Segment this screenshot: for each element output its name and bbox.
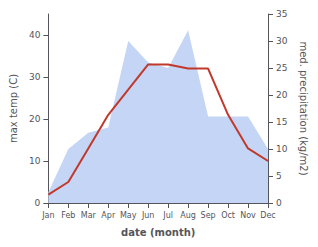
svg-text:40: 40 [29,30,41,40]
svg-text:Sep: Sep [201,211,216,220]
svg-text:20: 20 [29,114,41,124]
svg-text:Jul: Jul [162,211,173,220]
svg-text:0: 0 [35,198,41,208]
svg-text:5: 5 [276,171,282,181]
svg-text:date (month): date (month) [121,227,195,238]
svg-text:Aug: Aug [180,211,196,220]
svg-text:35: 35 [276,9,287,19]
svg-text:med. precipitation (kg/m2): med. precipitation (kg/m2) [298,41,309,175]
svg-text:Feb: Feb [61,211,75,220]
svg-text:Nov: Nov [240,211,256,220]
svg-text:Jan: Jan [41,211,54,220]
svg-text:max temp (C): max temp (C) [8,74,19,143]
svg-text:Dec: Dec [260,211,275,220]
svg-text:Apr: Apr [101,211,116,220]
svg-text:25: 25 [276,63,287,73]
svg-text:10: 10 [276,144,288,154]
svg-text:30: 30 [29,72,41,82]
svg-text:Jun: Jun [141,211,155,220]
svg-text:20: 20 [276,90,288,100]
svg-text:Mar: Mar [81,211,97,220]
svg-text:May: May [120,211,137,220]
svg-text:10: 10 [29,156,41,166]
svg-text:0: 0 [276,198,282,208]
svg-text:Oct: Oct [221,211,235,220]
svg-text:30: 30 [276,36,288,46]
svg-text:15: 15 [276,117,287,127]
